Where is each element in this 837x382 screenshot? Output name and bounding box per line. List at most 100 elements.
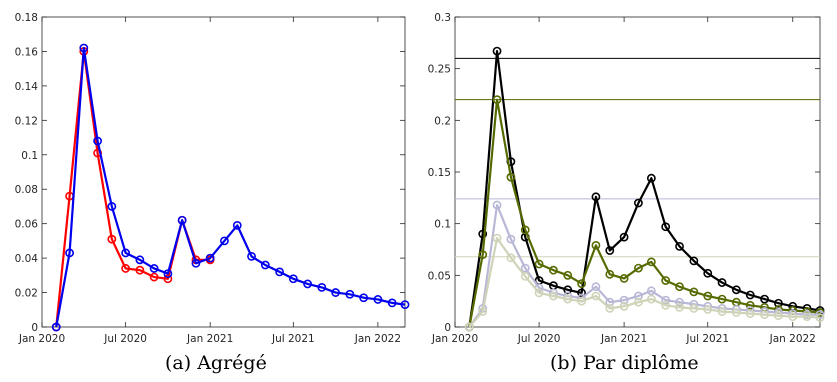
y-tick-label: 0.3 [434,12,451,24]
x-tick-label: Jan 2022 [354,333,401,345]
data-point [149,264,159,273]
data-point [163,274,173,284]
data-point [634,291,643,301]
y-tick-label: 0.08 [15,184,38,196]
data-point [79,43,89,53]
data-point [774,311,783,321]
data-point [646,294,656,304]
data-point [675,297,684,307]
data-point [205,253,215,263]
series-line [468,98,821,328]
data-point [359,293,369,303]
data-point [492,233,502,243]
data-point [689,303,699,313]
x-tick-label: Jul 2020 [517,333,561,345]
data-point [65,248,74,258]
data-point [520,225,530,235]
data-point [802,312,812,322]
data-point [492,46,502,56]
data-point [689,256,699,266]
data-point [634,263,643,273]
data-point [605,246,615,255]
data-point [591,291,601,301]
plot-area [41,16,406,328]
data-point [93,136,102,146]
data-point [774,298,783,308]
data-point [149,272,159,282]
data-point [675,282,684,292]
data-point [675,302,684,312]
data-point [745,290,755,300]
y-tick-label: 0.06 [15,219,39,231]
data-point [760,294,769,304]
data-point [534,288,544,298]
data-point [646,173,656,183]
data-point [247,251,256,261]
data-point [619,274,629,283]
data-point [317,282,327,292]
data-point [788,312,798,322]
data-point [135,265,145,275]
data-point [634,297,643,307]
y-tick-label: 0 [31,322,38,334]
data-point [605,297,615,307]
x-tick-label: Jan 2020 [431,333,478,345]
series-line [468,49,821,328]
caption-by-diploma: (b) Par diplôme [550,352,699,374]
data-point [661,276,671,285]
y-tick-label: 0.1 [21,150,38,162]
data-point [815,313,825,323]
data-point [646,257,656,267]
data-point [121,248,131,258]
data-point [619,232,629,242]
data-point [191,258,201,268]
data-point [331,288,341,297]
data-point [591,240,601,250]
data-point [619,295,629,305]
data-point [591,282,601,292]
y-tick-label: 0 [444,322,451,334]
data-point [815,310,825,319]
data-point [549,291,558,301]
data-point [717,307,727,316]
data-point [220,236,229,246]
x-tick-label: Jul 2021 [685,333,729,345]
data-point [703,268,713,278]
data-point [135,255,145,265]
y-tick-label: 0.04 [15,253,39,265]
data-point [634,198,643,208]
data-point [619,301,629,311]
data-point [549,265,558,275]
data-point [51,322,61,332]
data-point [506,172,516,182]
x-tick-label: Jul 2021 [271,333,315,345]
data-point [577,279,586,288]
data-point [605,303,615,313]
data-point [506,253,516,263]
by-diploma-chart: 0 0.05 0.1 0.15 0.2 0.25 0.3 Jan 2020 Jul 2020 Ja… [428,12,825,345]
data-point [563,270,573,280]
aggregate-chart: 0 0.02 0.04 0.06 0.08 0.1 0.12 0.14 0.16 0.18 Jan … [15,12,410,345]
caption-aggregate: (a) Agrégé [165,352,267,374]
data-point [345,289,355,299]
data-point [731,285,741,295]
data-point [646,286,656,296]
data-point [717,294,727,304]
data-point [520,263,530,273]
data-point [492,95,502,105]
data-point [717,278,727,287]
y-tick-label: 0.05 [428,270,451,282]
y-tick-label: 0.12 [15,115,38,127]
data-point [703,305,713,314]
data-point [373,295,383,304]
x-tick-label: Jul 2020 [103,333,147,345]
data-point [232,220,242,230]
data-point [577,296,586,306]
y-tick-label: 0.02 [15,288,38,300]
data-point [731,308,741,317]
data-point [260,260,270,270]
data-point [563,294,573,304]
data-point [107,202,117,211]
data-point [661,300,671,310]
